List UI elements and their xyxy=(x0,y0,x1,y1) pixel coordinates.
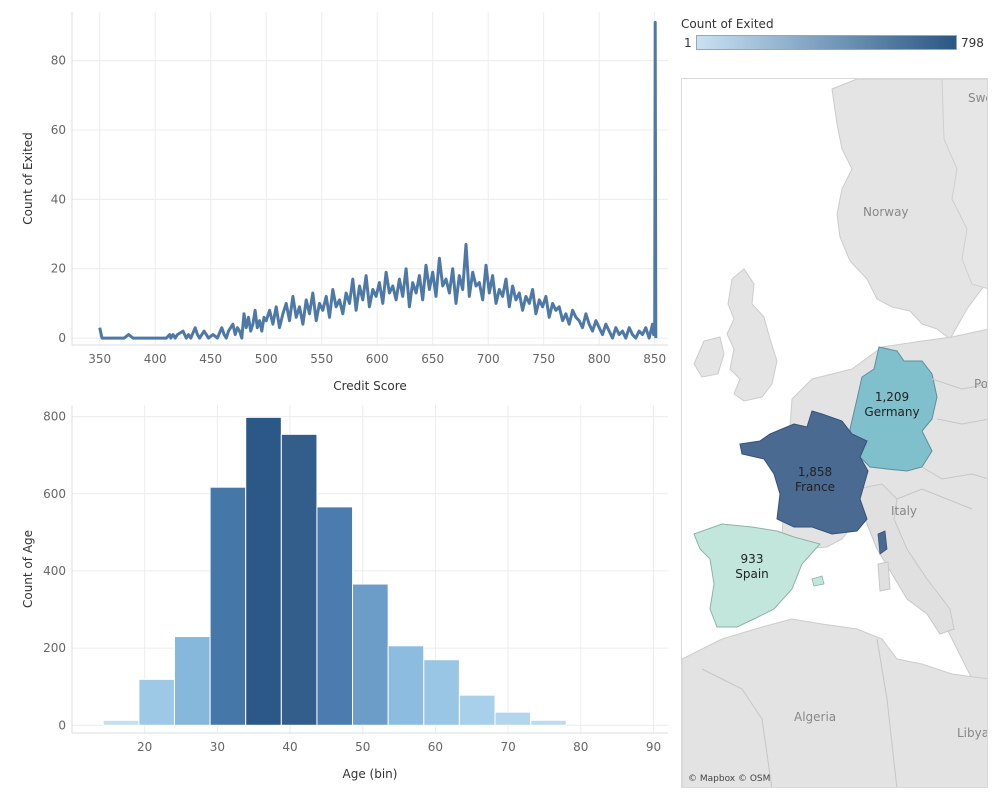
age-histogram-x-tick-label: 80 xyxy=(573,740,588,754)
country-label-spain[interactable]: 933 Spain xyxy=(722,552,782,582)
age-histogram-bar[interactable] xyxy=(494,711,532,726)
map-label-sweden: Swe xyxy=(968,91,987,105)
land-sardinia xyxy=(877,561,891,592)
country-label-france[interactable]: 1,858 France xyxy=(785,465,845,495)
line-chart-x-tick-label: 350 xyxy=(88,352,111,366)
line-chart-y-axis-title: Count of Exited xyxy=(21,132,35,225)
age-histogram-bar[interactable] xyxy=(316,506,354,726)
age-histogram-bar[interactable] xyxy=(138,678,175,726)
map-label-libya: Libya xyxy=(957,726,988,740)
germany-name: Germany xyxy=(864,405,920,419)
age-histogram-bar[interactable] xyxy=(173,636,211,726)
age-histogram-x-tick-label: 50 xyxy=(355,740,370,754)
line-chart-x-tick-label: 600 xyxy=(366,352,389,366)
country-label-germany[interactable]: 1,209 Germany xyxy=(862,390,922,420)
line-chart-x-tick-label: 500 xyxy=(255,352,278,366)
line-chart-y-tick-label: 80 xyxy=(51,54,66,68)
map-label-algeria: Algeria xyxy=(794,710,837,724)
land-uk xyxy=(726,268,778,402)
map-label-norway: Norway xyxy=(863,205,909,219)
line-chart-x-tick-label: 850 xyxy=(643,352,666,366)
spain-name: Spain xyxy=(735,567,769,581)
spain-value: 933 xyxy=(740,552,764,566)
age-histogram-y-axis-title: Count of Age xyxy=(21,530,35,608)
line-chart-x-tick-label: 700 xyxy=(477,352,500,366)
age-histogram-y-tick-label: 400 xyxy=(43,564,66,578)
age-histogram-bar[interactable] xyxy=(352,583,389,726)
age-histogram-bar[interactable] xyxy=(423,659,460,726)
age-histogram-bar[interactable] xyxy=(102,719,140,726)
europe-map[interactable]: Swe Norway Po Italy Algeria Libya 1,209 … xyxy=(681,78,988,788)
line-chart-x-tick-label: 450 xyxy=(199,352,222,366)
region-france xyxy=(739,410,869,535)
region-spain xyxy=(693,523,821,628)
age-histogram-x-tick-label: 90 xyxy=(646,740,661,754)
line-chart-x-tick-label: 400 xyxy=(144,352,167,366)
age-histogram-y-tick-label: 200 xyxy=(43,641,66,655)
map-borders xyxy=(701,378,987,787)
age-histogram-x-tick-label: 40 xyxy=(282,740,297,754)
age-histogram-y-tick-label: 600 xyxy=(43,487,66,501)
age-histogram-y-tick-label: 0 xyxy=(58,718,66,732)
age-histogram-bar[interactable] xyxy=(458,694,496,726)
france-name: France xyxy=(795,480,835,494)
map-label-poland: Po xyxy=(974,377,988,391)
age-histogram-bar[interactable] xyxy=(245,416,282,726)
age-histogram-x-tick-label: 70 xyxy=(500,740,515,754)
land-ireland xyxy=(693,336,725,378)
age-histogram-bar[interactable] xyxy=(530,719,567,726)
legend-min-label: 1 xyxy=(684,36,692,50)
age-histogram-x-tick-label: 30 xyxy=(210,740,225,754)
line-chart-y-tick-label: 40 xyxy=(51,192,66,206)
age-histogram-y-tick-label: 800 xyxy=(43,410,66,424)
land-east xyxy=(941,79,987,289)
credit-score-line-series[interactable] xyxy=(98,20,658,340)
land-north-africa xyxy=(682,618,987,787)
line-chart-x-tick-label: 750 xyxy=(532,352,555,366)
age-histogram-bar[interactable] xyxy=(387,645,425,726)
age-histogram-x-tick-label: 60 xyxy=(428,740,443,754)
credit-score-line-chart: 350 400 450 500 550 600 650 700 750 800 850 0 20 40 60… xyxy=(21,12,668,393)
map-credit: © Mapbox © OSM xyxy=(688,774,771,784)
age-histogram-bar[interactable] xyxy=(280,433,318,726)
land-corsica xyxy=(877,530,888,555)
legend-max-label: 798 xyxy=(961,36,984,50)
line-chart-x-tick-label: 800 xyxy=(588,352,611,366)
map-label-italy: Italy xyxy=(891,504,918,518)
line-chart-x-axis-title: Credit Score xyxy=(333,379,407,393)
age-histogram-bar[interactable] xyxy=(209,486,247,726)
germany-value: 1,209 xyxy=(874,390,910,404)
france-value: 1,858 xyxy=(797,465,833,479)
legend-gradient-bar xyxy=(696,35,957,50)
legend-title: Count of Exited xyxy=(681,17,774,31)
line-chart-y-tick-label: 60 xyxy=(51,123,66,137)
map-shapes xyxy=(682,79,987,787)
land-italy xyxy=(856,483,955,635)
age-histogram-x-axis-title: Age (bin) xyxy=(343,767,398,781)
line-chart-x-tick-label: 550 xyxy=(310,352,333,366)
line-chart-y-tick-label: 20 xyxy=(51,262,66,276)
age-histogram-x-tick-label: 20 xyxy=(137,740,152,754)
color-legend: Count of Exited 1 798 xyxy=(680,14,990,64)
line-chart-x-tick-label: 650 xyxy=(421,352,444,366)
land-balearic xyxy=(811,575,825,587)
age-histogram-chart: 20 30 40 50 60 70 80 90 0 200 400 600 800 Age (bin) Co… xyxy=(21,405,668,781)
line-chart-y-tick-label: 0 xyxy=(58,331,66,345)
